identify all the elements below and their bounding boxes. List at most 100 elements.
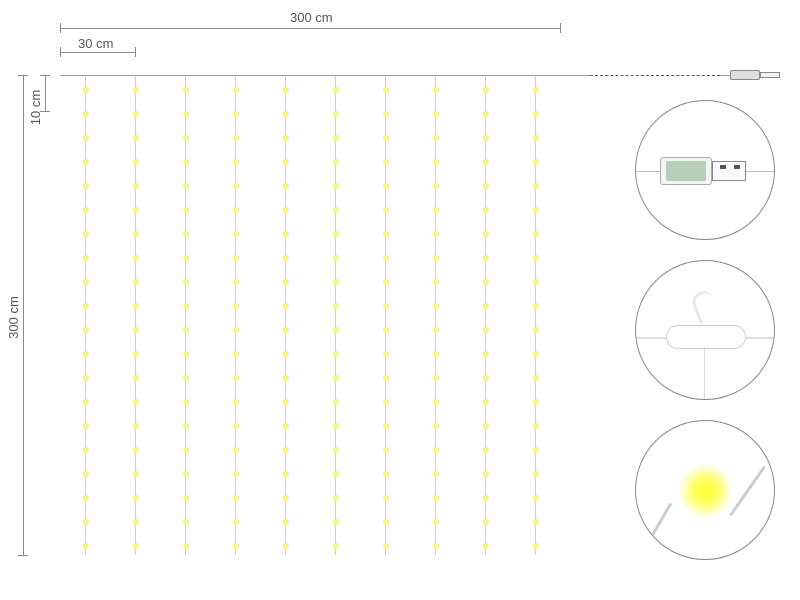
strand	[135, 75, 136, 555]
led	[383, 375, 389, 381]
led	[283, 375, 289, 381]
led	[183, 279, 189, 285]
led	[433, 399, 439, 405]
strand	[285, 75, 286, 555]
led	[283, 471, 289, 477]
cable-solid2	[720, 75, 730, 76]
led	[533, 447, 539, 453]
detail-led-circle	[635, 420, 775, 560]
led	[183, 351, 189, 357]
led	[483, 255, 489, 261]
led	[483, 543, 489, 549]
led	[433, 495, 439, 501]
led	[283, 135, 289, 141]
led	[233, 543, 239, 549]
led	[383, 255, 389, 261]
led	[183, 423, 189, 429]
led	[283, 207, 289, 213]
led	[183, 255, 189, 261]
led	[133, 351, 139, 357]
strand	[185, 75, 186, 555]
led	[233, 471, 239, 477]
led	[283, 87, 289, 93]
led	[233, 159, 239, 165]
led	[333, 423, 339, 429]
strand	[235, 75, 236, 555]
led	[283, 183, 289, 189]
strand	[535, 75, 536, 555]
led	[83, 375, 89, 381]
led	[383, 183, 389, 189]
dim-width-line	[60, 28, 560, 29]
dim-height-line	[23, 75, 24, 555]
led	[333, 327, 339, 333]
led	[83, 351, 89, 357]
led	[233, 447, 239, 453]
led	[283, 111, 289, 117]
led	[333, 447, 339, 453]
led	[433, 87, 439, 93]
led	[333, 279, 339, 285]
led	[433, 471, 439, 477]
led	[133, 111, 139, 117]
dim-tick	[135, 47, 136, 57]
led	[383, 87, 389, 93]
led	[283, 159, 289, 165]
led	[383, 447, 389, 453]
led	[533, 303, 539, 309]
detail-usb-circle	[635, 100, 775, 240]
led	[283, 543, 289, 549]
led-spacing-label: 10 cm	[28, 90, 43, 125]
led	[483, 519, 489, 525]
led	[383, 519, 389, 525]
led	[333, 471, 339, 477]
led	[233, 303, 239, 309]
led	[483, 207, 489, 213]
led	[233, 495, 239, 501]
led	[133, 447, 139, 453]
led	[183, 447, 189, 453]
led	[433, 375, 439, 381]
led	[433, 351, 439, 357]
usb-plug-icon	[730, 68, 784, 82]
strand	[485, 75, 486, 555]
led	[333, 351, 339, 357]
led	[183, 327, 189, 333]
led	[433, 447, 439, 453]
led	[533, 279, 539, 285]
led	[333, 159, 339, 165]
cable-solid	[560, 75, 590, 76]
led	[133, 207, 139, 213]
led	[183, 135, 189, 141]
led	[83, 471, 89, 477]
led	[333, 183, 339, 189]
led	[433, 135, 439, 141]
dim-tick	[18, 75, 28, 76]
led	[483, 495, 489, 501]
led	[483, 87, 489, 93]
led	[383, 471, 389, 477]
led	[383, 207, 389, 213]
led	[483, 111, 489, 117]
led	[433, 183, 439, 189]
led	[533, 255, 539, 261]
led	[233, 351, 239, 357]
led	[483, 231, 489, 237]
led	[383, 495, 389, 501]
led	[433, 303, 439, 309]
led	[83, 159, 89, 165]
led	[83, 279, 89, 285]
led	[483, 399, 489, 405]
led	[133, 543, 139, 549]
led	[333, 111, 339, 117]
led	[83, 135, 89, 141]
led	[383, 111, 389, 117]
strand	[435, 75, 436, 555]
led	[483, 279, 489, 285]
led	[233, 231, 239, 237]
led	[133, 255, 139, 261]
led	[233, 255, 239, 261]
led	[383, 543, 389, 549]
led	[283, 351, 289, 357]
led	[83, 255, 89, 261]
